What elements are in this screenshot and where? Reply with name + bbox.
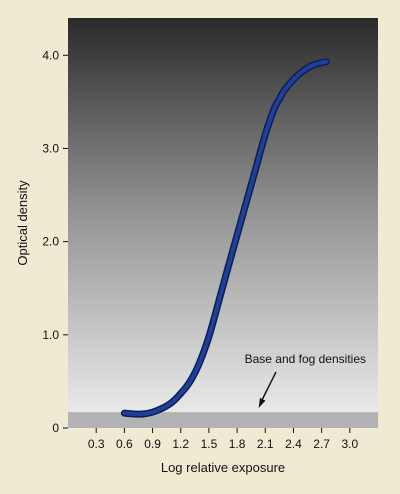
y-axis-ticks: 0 1.0 2.0 3.0 4.0: [42, 48, 68, 435]
x-tick-label: 2.1: [257, 437, 274, 451]
characteristic-curve: [122, 59, 329, 417]
plot-area: [68, 18, 378, 428]
x-tick-label: 2.7: [313, 437, 330, 451]
x-tick-label: 2.4: [285, 437, 302, 451]
x-axis-label: Log relative exposure: [161, 460, 285, 475]
fog-annotation-arrowhead: [258, 398, 266, 408]
y-tick-label: 2.0: [42, 235, 59, 249]
y-axis-label: Optical density: [15, 180, 30, 266]
x-tick-label: 1.8: [229, 437, 246, 451]
fog-annotation-arrow: [261, 371, 277, 401]
x-axis-ticks: 0.3 0.6 0.9 1.2 1.5 1.8 2.1 2.4 2.7 3.0: [88, 428, 358, 451]
fog-annotation: Base and fog densities: [245, 352, 366, 366]
base-fog-band: [68, 412, 378, 428]
y-tick-label: 3.0: [42, 141, 59, 155]
y-tick-label: 1.0: [42, 328, 59, 342]
x-tick-label: 1.5: [201, 437, 218, 451]
y-tick-label: 4.0: [42, 48, 59, 62]
x-tick-label: 0.3: [88, 437, 105, 451]
x-tick-label: 0.6: [116, 437, 133, 451]
x-tick-label: 1.2: [172, 437, 189, 451]
x-tick-label: 3.0: [341, 437, 358, 451]
y-tick-label: 0: [52, 421, 59, 435]
x-tick-label: 0.9: [144, 437, 161, 451]
